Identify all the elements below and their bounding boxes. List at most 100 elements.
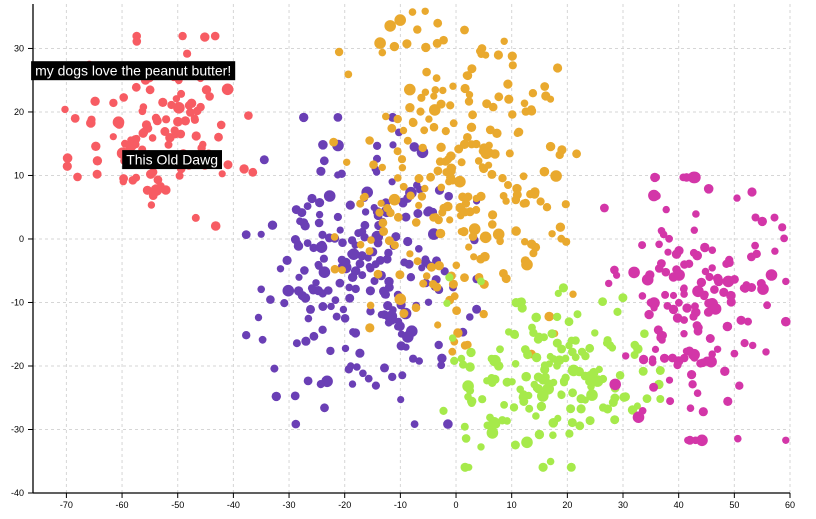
data-point <box>142 185 152 195</box>
data-point <box>771 247 779 255</box>
data-point <box>356 240 365 249</box>
annotation-text: my dogs love the peanut butter! <box>35 63 231 79</box>
data-point <box>529 249 538 258</box>
data-point <box>241 230 251 240</box>
data-point <box>345 200 355 210</box>
data-point <box>259 155 269 165</box>
data-point <box>516 385 524 394</box>
data-point <box>383 204 392 213</box>
annotation-background <box>122 150 222 170</box>
data-point <box>485 125 495 135</box>
data-point <box>218 170 226 178</box>
data-point <box>433 166 443 176</box>
data-point <box>680 330 688 338</box>
data-point <box>415 357 424 365</box>
data-point <box>693 389 702 398</box>
data-point <box>394 293 407 306</box>
data-point <box>359 369 367 378</box>
data-point <box>336 226 344 234</box>
data-point <box>384 248 393 258</box>
data-point <box>609 378 621 391</box>
data-point <box>343 158 351 166</box>
data-point <box>576 394 586 404</box>
data-point <box>585 378 593 386</box>
data-point <box>271 391 281 402</box>
data-point <box>92 156 103 166</box>
data-point <box>467 64 477 74</box>
data-point <box>361 192 369 201</box>
data-point <box>452 261 461 270</box>
data-point <box>577 347 587 356</box>
data-point <box>402 343 410 351</box>
data-point <box>703 184 714 194</box>
data-point <box>379 286 389 296</box>
data-point <box>567 364 580 377</box>
data-point <box>735 381 744 390</box>
data-point <box>613 271 621 279</box>
data-point <box>465 243 473 251</box>
data-point <box>603 339 611 347</box>
data-point <box>566 462 576 472</box>
data-point <box>333 113 343 122</box>
data-point <box>388 178 396 186</box>
data-point <box>713 276 724 287</box>
data-point <box>345 283 354 292</box>
data-point <box>258 335 267 344</box>
data-point <box>439 35 448 45</box>
data-point <box>479 231 492 244</box>
data-point <box>511 360 520 368</box>
data-point <box>307 284 316 292</box>
data-point <box>175 171 184 180</box>
data-point <box>373 269 383 279</box>
data-point <box>354 229 363 238</box>
data-point <box>661 267 671 277</box>
data-point <box>334 47 344 57</box>
data-point <box>733 194 741 202</box>
data-point <box>347 248 360 260</box>
data-point <box>504 181 512 189</box>
data-point <box>719 287 729 297</box>
data-point <box>378 48 387 57</box>
data-point <box>700 242 710 253</box>
data-point <box>765 269 778 281</box>
data-point <box>348 380 357 388</box>
annotations: my dogs love the peanut butter! This Old … <box>31 61 236 170</box>
data-point <box>684 346 695 356</box>
data-point <box>439 406 448 415</box>
data-point <box>600 203 609 213</box>
data-point <box>437 361 446 370</box>
data-point <box>781 316 791 327</box>
data-point <box>160 127 170 136</box>
data-point <box>562 237 571 246</box>
data-point <box>173 102 185 114</box>
data-point <box>443 156 452 165</box>
data-point <box>406 191 415 200</box>
data-point <box>345 293 355 303</box>
data-point <box>300 266 309 275</box>
data-point <box>645 270 655 280</box>
data-point <box>472 194 481 203</box>
data-point <box>408 8 417 16</box>
data-point <box>573 310 582 319</box>
data-point <box>460 422 469 431</box>
data-point <box>504 94 514 104</box>
data-point <box>406 273 416 282</box>
data-point <box>375 208 384 217</box>
axis-ticks: -70 -60 -50 -40 -30 -20 -10 0 10 20 30 40 50 60 -40 -30… <box>11 43 795 510</box>
data-point <box>569 290 577 298</box>
data-point <box>575 421 585 431</box>
data-point <box>710 285 719 294</box>
data-point <box>146 169 156 179</box>
data-point <box>470 253 478 261</box>
data-point <box>675 298 683 307</box>
data-point <box>418 143 427 153</box>
data-point <box>638 292 647 300</box>
x-tick-label: -70 <box>60 500 73 510</box>
data-point <box>361 208 370 216</box>
data-point <box>466 122 477 132</box>
data-point <box>436 99 446 109</box>
data-point <box>414 174 424 183</box>
data-point <box>426 172 435 182</box>
data-point <box>640 329 649 339</box>
data-point <box>722 321 733 332</box>
